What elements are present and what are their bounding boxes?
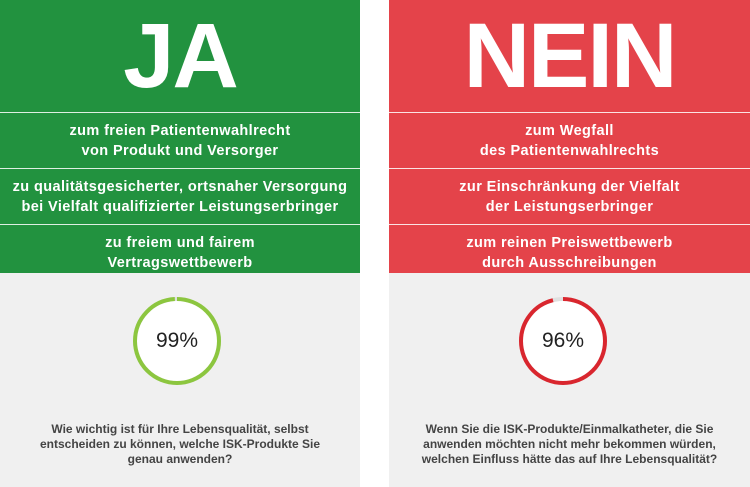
nein-panel: NEIN zum Wegfall des Patientenwahlrechts… [389,0,750,487]
ja-header: JA zum freien Patientenwahlrecht von Pro… [0,0,360,273]
ja-percent-label: 99% [155,329,199,352]
ja-statement-3: zu freiem und fairem Vertragswettbewerb [0,224,360,280]
nein-statement-3: zum reinen Preiswettbewerb durch Ausschr… [389,224,750,280]
ja-question: Wie wichtig ist für Ihre Lebensqualität,… [39,422,321,466]
nein-percent-label: 96% [541,329,585,352]
ja-statement-2: zu qualitätsgesicherter, ortsnaher Verso… [0,168,360,224]
ja-percent-ring: 99% [131,295,223,387]
nein-statement-1: zum Wegfall des Patientenwahlrechts [389,112,750,168]
ja-statement-1: zum freien Patientenwahlrecht von Produk… [0,112,360,168]
ja-title: JA [123,5,239,107]
ja-panel: JA zum freien Patientenwahlrecht von Pro… [0,0,360,487]
nein-header: NEIN zum Wegfall des Patientenwahlrechts… [389,0,750,273]
nein-title: NEIN [463,5,678,107]
nein-percent-ring: 96% [517,295,609,387]
nein-question: Wenn Sie die ISK-Produkte/Einmalkatheter… [421,422,718,466]
nein-statement-2: zur Einschränkung der Vielfalt der Leist… [389,168,750,224]
